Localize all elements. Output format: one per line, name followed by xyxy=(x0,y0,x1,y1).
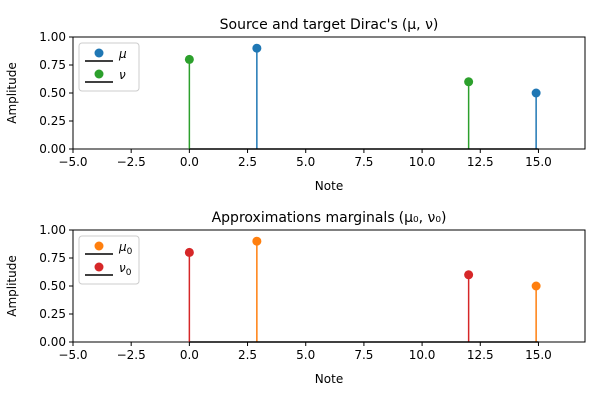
x-tick-label: 2.5 xyxy=(238,348,257,362)
y-tick-label: 0.75 xyxy=(39,58,66,72)
stem-marker xyxy=(184,54,194,64)
y-tick-label: 0.00 xyxy=(39,142,66,156)
x-tick-label: 5.0 xyxy=(296,155,315,169)
stem-marker xyxy=(252,236,262,246)
x-tick-label: 12.5 xyxy=(467,348,494,362)
x-tick-label: −2.5 xyxy=(117,155,146,169)
legend-series-name: μ xyxy=(118,240,127,254)
legend-label: ν0 xyxy=(119,261,132,278)
legend-label: μ0 xyxy=(118,240,133,257)
chart-title-math: (μ, ν) xyxy=(402,17,439,33)
y-axis-label: Amplitude xyxy=(5,62,19,124)
legend-marker xyxy=(94,48,104,58)
x-axis-label: Note xyxy=(315,179,343,193)
y-tick-label: 0.25 xyxy=(39,307,66,321)
x-tick-label: 7.5 xyxy=(354,155,373,169)
y-tick-label: 1.00 xyxy=(39,223,66,237)
axes-frame xyxy=(72,36,586,150)
legend-series-name: μ xyxy=(118,47,127,61)
stem-marker xyxy=(531,88,541,98)
chart-title-text: Source and target Dirac's xyxy=(220,17,398,33)
y-axis-label: Amplitude xyxy=(5,255,19,317)
legend: μν xyxy=(78,42,140,92)
legend-box xyxy=(78,235,140,285)
stem-marker xyxy=(464,77,474,87)
x-tick-label: 10.0 xyxy=(409,155,436,169)
legend-series-name: ν xyxy=(119,261,126,275)
legend-label: ν xyxy=(119,68,126,82)
legend-marker xyxy=(94,69,104,79)
legend-marker xyxy=(94,262,104,272)
legend-series-subscript: 0 xyxy=(127,247,133,257)
legend-box xyxy=(78,42,140,92)
y-tick-label: 0.00 xyxy=(39,335,66,349)
legend-marker xyxy=(94,241,104,251)
x-tick-label: 15.0 xyxy=(525,155,552,169)
x-tick-label: −5.0 xyxy=(58,348,87,362)
x-tick-label: −5.0 xyxy=(58,155,87,169)
y-tick-label: 0.50 xyxy=(39,86,66,100)
chart-panel-1: Source and target Dirac's (μ, ν) −5.0 −2.5 0… xyxy=(5,17,586,193)
stem-marker xyxy=(531,281,541,291)
legend-label: μ xyxy=(118,47,127,61)
axes-frame xyxy=(72,229,586,343)
x-tick-label: 0.0 xyxy=(180,155,199,169)
chart-panel-2: Approximations marginals (μ₀, ν₀) −5.0 −2.5… xyxy=(5,210,586,386)
x-axis-label: Note xyxy=(315,372,343,386)
x-tick-label: 2.5 xyxy=(238,155,257,169)
y-tick-label: 0.25 xyxy=(39,114,66,128)
x-tick-label: −2.5 xyxy=(117,348,146,362)
y-tick-label: 0.50 xyxy=(39,279,66,293)
chart-title-math: (μ₀, ν₀) xyxy=(399,210,447,226)
chart-title: Approximations marginals (μ₀, ν₀) xyxy=(212,210,447,226)
x-tick-label: 0.0 xyxy=(180,348,199,362)
legend-series-subscript: 0 xyxy=(126,268,132,278)
x-tick-label: 5.0 xyxy=(296,348,315,362)
chart-title-text: Approximations marginals xyxy=(212,210,395,226)
stem-marker xyxy=(464,270,474,280)
x-tick-label: 15.0 xyxy=(525,348,552,362)
x-tick-label: 12.5 xyxy=(467,155,494,169)
y-tick-label: 0.75 xyxy=(39,251,66,265)
legend-series-name: ν xyxy=(119,68,126,82)
stem-marker xyxy=(252,43,262,53)
stem-marker xyxy=(184,247,194,257)
x-tick-label: 7.5 xyxy=(354,348,373,362)
chart-title: Source and target Dirac's (μ, ν) xyxy=(220,17,439,33)
x-tick-label: 10.0 xyxy=(409,348,436,362)
y-tick-label: 1.00 xyxy=(39,30,66,44)
